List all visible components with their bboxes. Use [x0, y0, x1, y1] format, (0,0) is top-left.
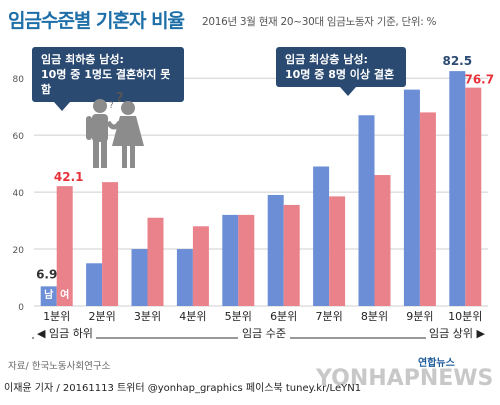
data-label-female-10: 76.7	[464, 73, 494, 87]
couple-question-icon: ? ?	[86, 92, 144, 168]
y-tick-label: 0	[18, 303, 24, 313]
svg-text:?: ?	[109, 101, 114, 111]
bar-male	[176, 249, 193, 306]
x-tick-label: 8분위	[361, 310, 388, 323]
range-mid-label: 임금 수준	[238, 325, 290, 341]
bar-male	[222, 214, 239, 306]
bar-female	[465, 87, 482, 306]
bar-male	[131, 249, 148, 306]
chart-title: 임금수준별 기혼자 비율	[8, 10, 185, 32]
low-callout-line2: 10명 중 1명도 결혼하지 못함	[41, 68, 171, 96]
high-callout-line1: 임금 최상층 남성:	[285, 53, 368, 66]
data-label-male-1: 6.9	[36, 267, 57, 281]
high-callout-line2: 10명 중 8명 이상 결혼	[285, 68, 395, 81]
credit-line: 이재윤 기자 / 20161113 트위터 @yonhap_graphics 페…	[4, 383, 362, 394]
y-tick-label: 40	[13, 189, 25, 199]
bar-male	[86, 263, 103, 306]
data-label-female-1: 42.1	[54, 170, 84, 184]
x-tick-label: 4분위	[179, 310, 206, 323]
bar-female	[147, 217, 164, 306]
y-tick-label: 80	[13, 75, 25, 85]
bar-male	[449, 71, 466, 306]
source-note: 자료/ 한국노동사회연구소	[8, 361, 111, 372]
bar-female	[56, 186, 73, 306]
svg-text:?: ?	[116, 92, 124, 106]
bar-female	[238, 214, 255, 306]
watermark: YONHAPNEWS	[316, 366, 494, 391]
y-tick-label: 20	[13, 246, 25, 256]
x-tick-label: 3분위	[134, 310, 161, 323]
bar-female	[283, 204, 300, 306]
bar-male	[40, 286, 57, 306]
bar-female	[192, 226, 209, 306]
legend-female: 여	[60, 288, 69, 301]
x-tick-label: 7분위	[315, 310, 342, 323]
legend-male: 남	[44, 288, 54, 301]
bar-female	[419, 112, 436, 307]
x-tick-label: 6분위	[270, 310, 297, 323]
range-high-label: 임금 상위 ▶	[426, 325, 488, 341]
x-tick-label: 9분위	[406, 310, 433, 323]
data-label-male-10: 82.5	[442, 54, 472, 68]
low-callout-line1: 임금 최하층 남성:	[41, 53, 124, 66]
x-tick-label: 2분위	[88, 310, 115, 323]
bar-female	[374, 175, 391, 306]
chart-subtitle: 2016년 3월 현재 20~30대 임금노동자 기준, 단위: %	[202, 16, 437, 28]
bar-female	[329, 196, 346, 306]
range-low-label: ◀ 임금 하위	[34, 325, 96, 341]
bar-male	[267, 194, 284, 306]
low-wage-callout: 임금 최하층 남성: 10명 중 1명도 결혼하지 못함	[32, 47, 184, 111]
x-tick-label: 1분위	[43, 310, 70, 323]
x-tick-label: 5분위	[225, 310, 252, 323]
x-tick-label: 10분위	[448, 310, 482, 323]
y-tick-label: 60	[13, 132, 25, 142]
yonhap-logo: 연합뉴스	[418, 358, 455, 369]
bar-male	[358, 115, 375, 306]
bar-male	[313, 166, 330, 306]
bar-male	[403, 89, 420, 306]
high-wage-callout: 임금 최상층 남성: 10명 중 8명 이상 결혼	[276, 47, 406, 96]
bar-female	[102, 182, 119, 306]
